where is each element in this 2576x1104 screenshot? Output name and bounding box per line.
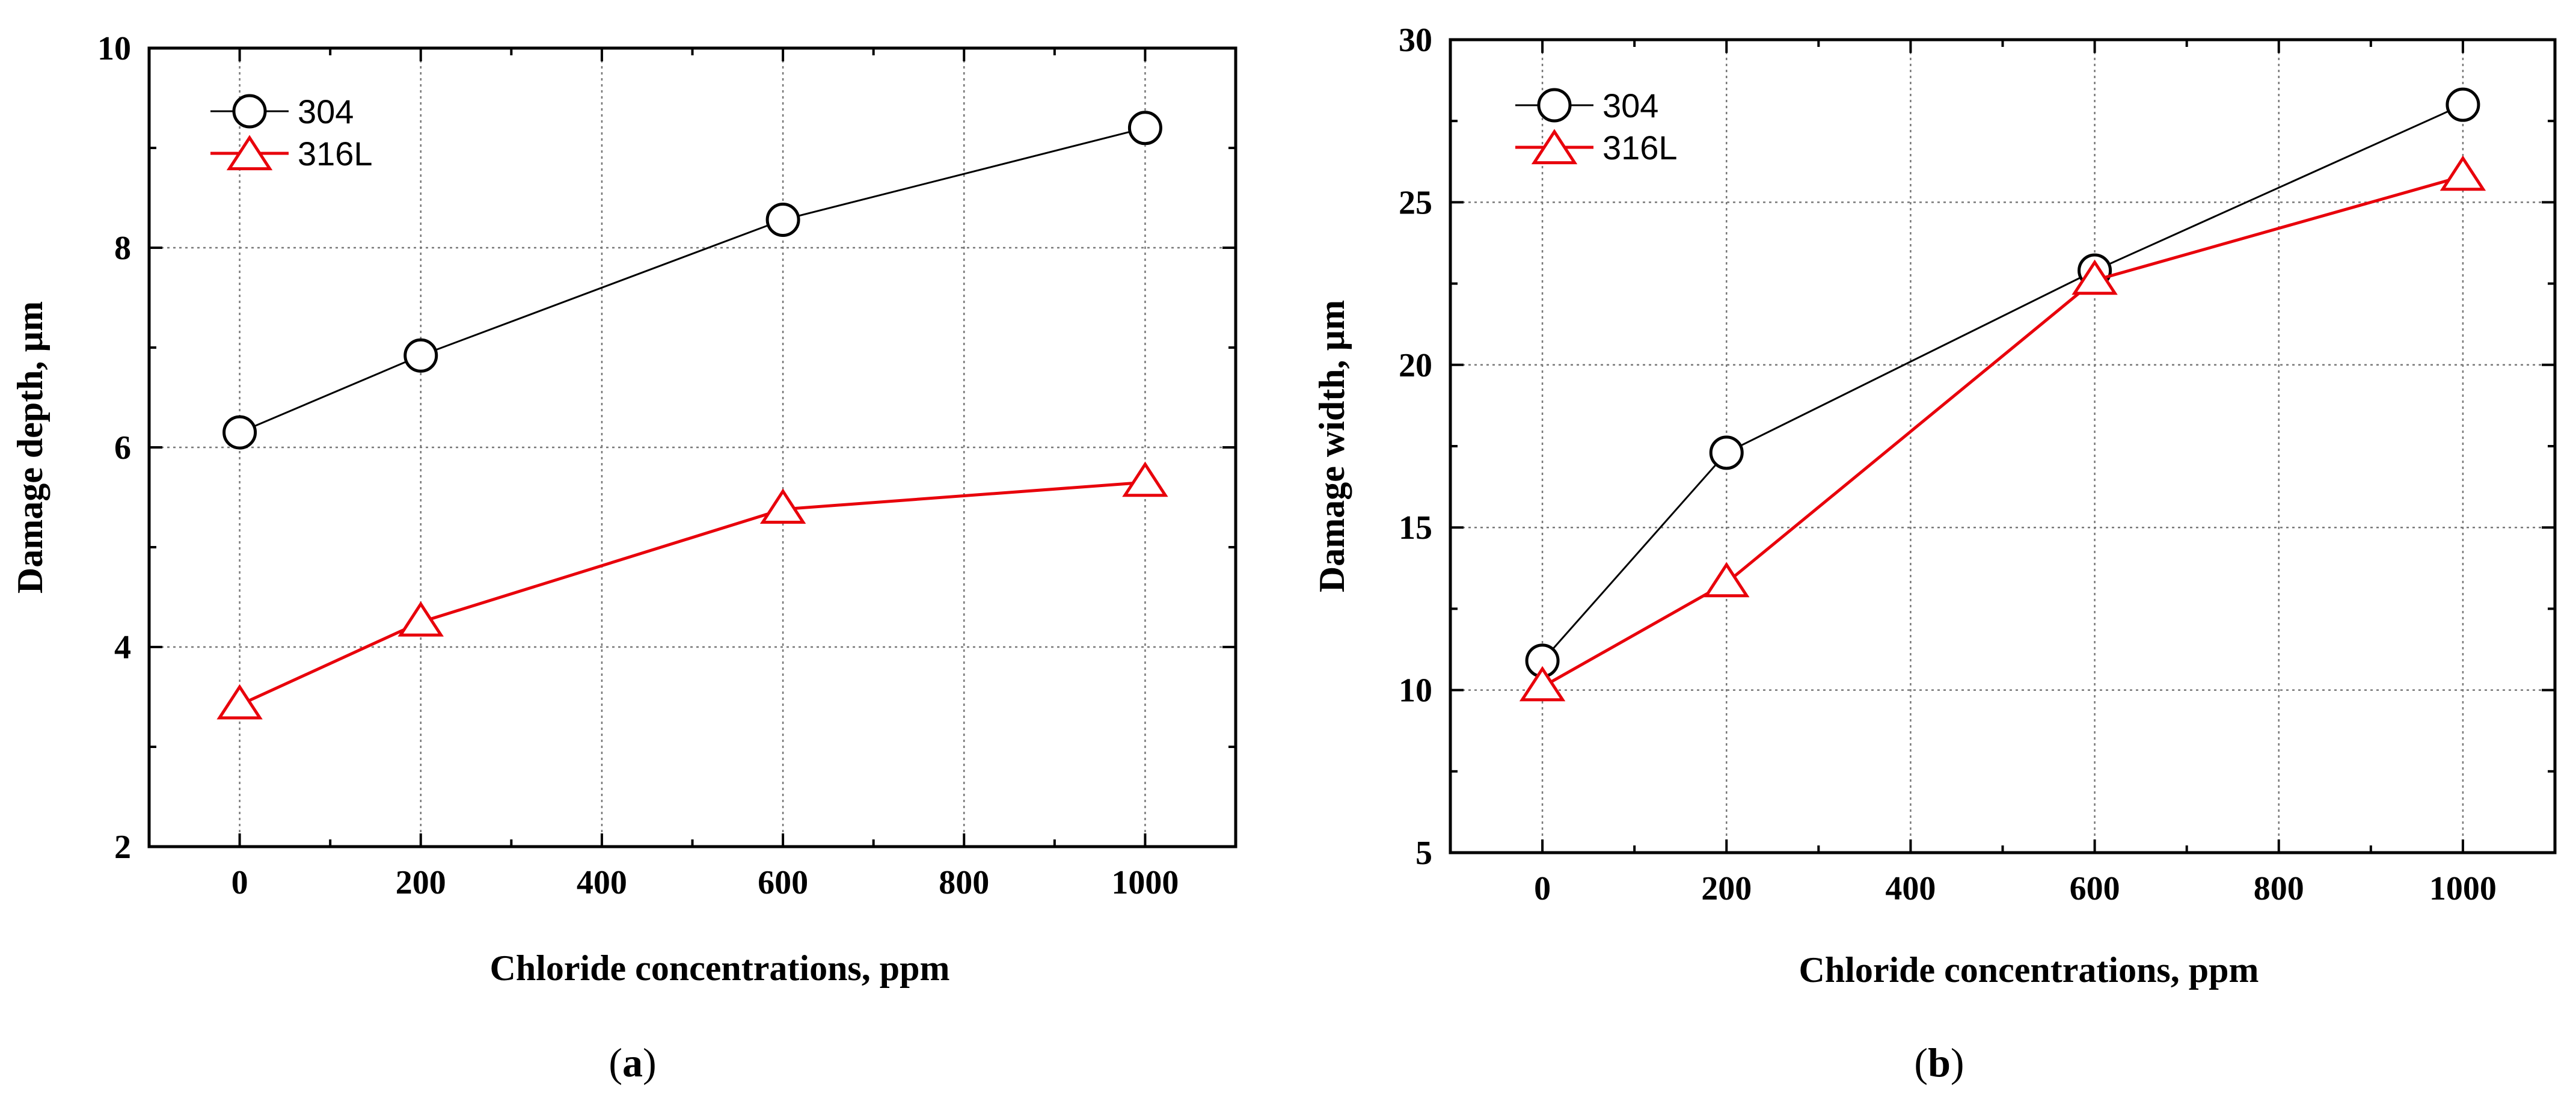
- x-tick-label: 600: [2070, 870, 2120, 907]
- x-tick-label: 200: [396, 864, 446, 901]
- panel-label-open: (: [609, 1040, 622, 1085]
- x-tick-label: 800: [939, 864, 989, 901]
- x-tick-label: 0: [1534, 870, 1551, 907]
- y-tick-label: 2: [114, 829, 131, 866]
- y-tick-label: 10: [97, 30, 131, 67]
- series-line-316l: [1541, 174, 2464, 688]
- y-axis-title: Damage depth, µm: [10, 301, 50, 593]
- data-point-316l: [397, 601, 444, 637]
- chart-panel-b: 0 200 400 600 800 1000 5 10 15 20 25 30 Chloride con…: [1312, 22, 2557, 1085]
- legend-marker-316l: [1531, 129, 1578, 165]
- panel-label-letter: b: [1928, 1040, 1951, 1085]
- y-tick-label: 5: [1415, 835, 1432, 872]
- y-tick-label: 8: [114, 230, 131, 267]
- data-point-316l: [2072, 259, 2118, 295]
- legend-label: 316L: [1602, 129, 1678, 167]
- legend-marker-304: [1537, 88, 1572, 123]
- x-tick-label: 1000: [2429, 870, 2497, 907]
- panel-label-close: ): [643, 1040, 657, 1085]
- data-point-304: [222, 415, 257, 450]
- data-point-316l: [1704, 562, 1750, 598]
- x-axis-title: Chloride concentrations, ppm: [490, 948, 950, 988]
- legend: 304 316L: [210, 93, 373, 173]
- panel-label: (b): [1914, 1040, 1964, 1085]
- series-line-304: [1541, 103, 2464, 661]
- legend-marker-316l: [226, 135, 273, 171]
- panel-label-open: (: [1914, 1040, 1928, 1085]
- y-tick-label: 10: [1399, 672, 1432, 710]
- x-tick-label: 600: [758, 864, 808, 901]
- data-point-316l: [1519, 666, 1566, 702]
- x-tick-label: 1000: [1111, 864, 1179, 901]
- y-tick-label: 30: [1399, 22, 1432, 59]
- y-tick-label: 4: [114, 629, 131, 666]
- chart-panel-a: 0 200 400 600 800 1000 2 4 6 8 10 Chloride concentr…: [10, 30, 1237, 1085]
- x-tick-label: 200: [1701, 870, 1752, 907]
- y-tick-label: 15: [1399, 509, 1432, 547]
- data-point-304: [1709, 435, 1744, 470]
- series-line-304: [239, 127, 1145, 434]
- data-point-316l: [216, 684, 263, 720]
- data-point-316l: [2440, 155, 2486, 191]
- y-axis-title: Damage width, µm: [1312, 300, 1352, 592]
- y-tick-label: 6: [114, 429, 131, 467]
- data-point-316l: [759, 488, 806, 524]
- x-tick-label: 400: [577, 864, 627, 901]
- data-point-304: [1127, 111, 1162, 146]
- panel-label-close: ): [1951, 1040, 1964, 1085]
- legend: 304 316L: [1515, 87, 1678, 167]
- x-axis-title: Chloride concentrations, ppm: [1799, 950, 2259, 990]
- y-tick-label: 25: [1399, 184, 1432, 221]
- x-tick-label: 400: [1885, 870, 1936, 907]
- data-point-304: [2446, 87, 2480, 122]
- x-tick-label: 800: [2254, 870, 2304, 907]
- legend-marker-304: [232, 94, 267, 129]
- data-point-316l: [1122, 461, 1168, 497]
- x-tick-label: 0: [232, 864, 248, 901]
- series-line-316l: [239, 480, 1145, 707]
- legend-label: 316L: [298, 135, 373, 173]
- y-tick-label: 20: [1399, 347, 1432, 384]
- legend-label: 304: [298, 93, 354, 130]
- panel-label: (a): [609, 1040, 656, 1085]
- legend-label: 304: [1602, 87, 1658, 124]
- panel-label-letter: a: [622, 1040, 643, 1085]
- data-point-304: [765, 203, 800, 238]
- data-point-304: [403, 338, 438, 373]
